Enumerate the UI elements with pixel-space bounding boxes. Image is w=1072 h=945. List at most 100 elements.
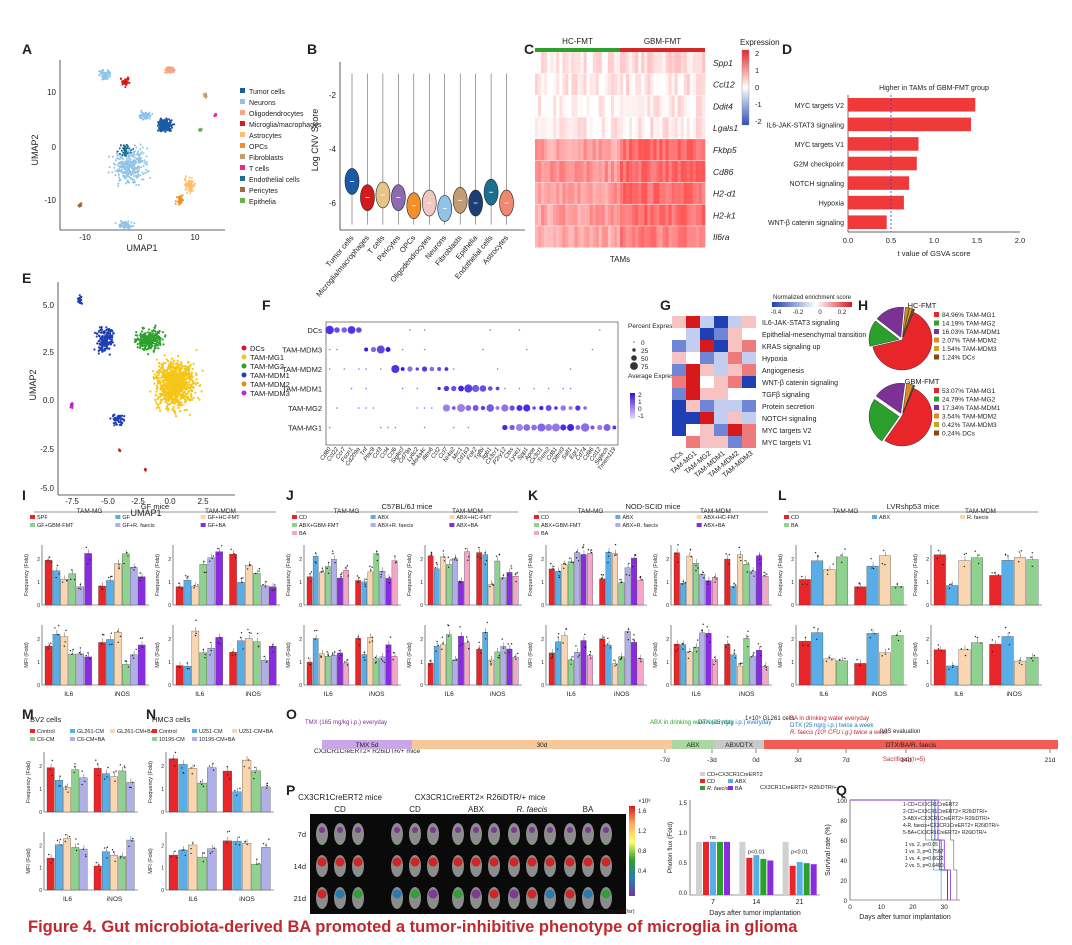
data-dot bbox=[486, 621, 488, 624]
heatmap-cell bbox=[692, 182, 697, 204]
scatter-point bbox=[174, 412, 177, 415]
heatmap-cell bbox=[598, 182, 603, 204]
bar bbox=[312, 638, 319, 686]
scatter-point bbox=[156, 379, 160, 382]
bioluminescence-signal bbox=[583, 857, 593, 867]
scatter-point bbox=[109, 417, 112, 420]
colorbar-tick: 2 bbox=[755, 49, 759, 58]
heatmap-cell bbox=[632, 73, 636, 96]
scatter-point bbox=[152, 336, 155, 339]
scatter-point bbox=[152, 369, 155, 373]
data-dot bbox=[550, 562, 552, 565]
scatter-point bbox=[113, 166, 116, 169]
heatmap-cell bbox=[553, 160, 557, 183]
data-dot bbox=[233, 553, 235, 555]
heatmap-cell bbox=[659, 139, 663, 161]
bar bbox=[848, 117, 971, 132]
category-label: MYC targets V2 bbox=[795, 103, 845, 110]
y-tick-label: 0 bbox=[791, 603, 794, 609]
bar bbox=[168, 758, 178, 813]
scatter-point bbox=[168, 402, 171, 406]
scatter-point bbox=[128, 227, 131, 230]
row-label: WNT-β catenin signaling bbox=[762, 380, 838, 387]
heatmap-cell bbox=[647, 204, 651, 226]
scatter-point bbox=[191, 385, 195, 389]
data-dot bbox=[689, 548, 692, 551]
heatmap-cell bbox=[700, 352, 714, 364]
data-dot bbox=[123, 765, 126, 767]
data-dot bbox=[272, 644, 274, 646]
scatter-point bbox=[135, 183, 138, 186]
scatter-point bbox=[194, 391, 197, 394]
data-dot bbox=[253, 777, 255, 780]
scatter-point bbox=[166, 125, 169, 129]
legend-swatch bbox=[615, 515, 621, 519]
scatter-point bbox=[187, 360, 190, 363]
heatmap-cell bbox=[659, 226, 663, 248]
scatter-point bbox=[106, 77, 109, 80]
scatter-point bbox=[135, 153, 138, 156]
bar bbox=[367, 571, 374, 606]
data-dot bbox=[614, 665, 616, 667]
panel-c-heatmap: HC-FMT GBM-FMTSpp1Ccl12Ddit4Lgals1Fkbp5Cd… bbox=[535, 37, 780, 264]
heatmap-cell bbox=[689, 160, 694, 183]
scatter-point bbox=[103, 337, 107, 340]
legend-label: ABX bbox=[622, 515, 633, 521]
data-dot bbox=[706, 635, 708, 637]
legend-swatch bbox=[934, 354, 939, 360]
scatter-point bbox=[132, 178, 135, 181]
scatter-point bbox=[169, 69, 172, 72]
scatter-point bbox=[185, 387, 188, 391]
data-dot bbox=[87, 562, 89, 565]
data-dot bbox=[750, 656, 753, 658]
bar bbox=[361, 654, 367, 686]
data-dot bbox=[682, 643, 684, 645]
gene-label: Lgals1 bbox=[713, 123, 738, 133]
data-dot bbox=[677, 561, 679, 563]
heatmap-cell bbox=[620, 226, 624, 248]
heatmap-cell bbox=[653, 73, 657, 96]
data-dot bbox=[468, 556, 470, 558]
data-dot bbox=[577, 560, 580, 562]
scatter-point bbox=[171, 385, 174, 388]
bar bbox=[68, 573, 77, 606]
data-dot bbox=[177, 665, 179, 667]
data-dot bbox=[56, 839, 59, 842]
heatmap-cell bbox=[656, 95, 660, 117]
legend-swatch bbox=[696, 523, 702, 527]
heatmap-cell bbox=[742, 424, 756, 436]
dot bbox=[575, 405, 581, 411]
scatter-point bbox=[126, 76, 129, 79]
data-dot bbox=[204, 653, 206, 656]
data-dot bbox=[188, 668, 190, 670]
scatter-point bbox=[100, 328, 104, 331]
scatter-point bbox=[188, 367, 191, 370]
data-dot bbox=[364, 659, 366, 661]
bar bbox=[84, 553, 92, 606]
y-tick-label: 1 bbox=[168, 660, 171, 666]
dot bbox=[401, 387, 404, 390]
data-dot bbox=[828, 656, 830, 659]
data-dot bbox=[502, 647, 505, 649]
colorbar bbox=[741, 49, 750, 126]
data-dot bbox=[358, 577, 360, 579]
data-dot bbox=[479, 557, 482, 560]
bar bbox=[251, 863, 261, 891]
heatmap-cell bbox=[613, 52, 618, 74]
legend-swatch bbox=[370, 523, 376, 527]
scatter-point bbox=[144, 467, 147, 471]
scatter-point bbox=[127, 149, 130, 152]
data-dot bbox=[625, 574, 628, 576]
x-tick-label: 1.5 bbox=[972, 236, 982, 245]
dot bbox=[487, 386, 493, 391]
panel-letter: C bbox=[524, 41, 534, 57]
heatmap-cell bbox=[607, 182, 612, 204]
scatter-point bbox=[135, 146, 138, 149]
bar bbox=[207, 848, 217, 891]
scatter-point bbox=[135, 331, 138, 334]
scatter-point bbox=[190, 398, 193, 401]
bioluminescence-signal bbox=[394, 827, 400, 833]
data-dot bbox=[314, 561, 317, 563]
heatmap-cell bbox=[598, 117, 603, 139]
scatter-point bbox=[152, 339, 155, 342]
